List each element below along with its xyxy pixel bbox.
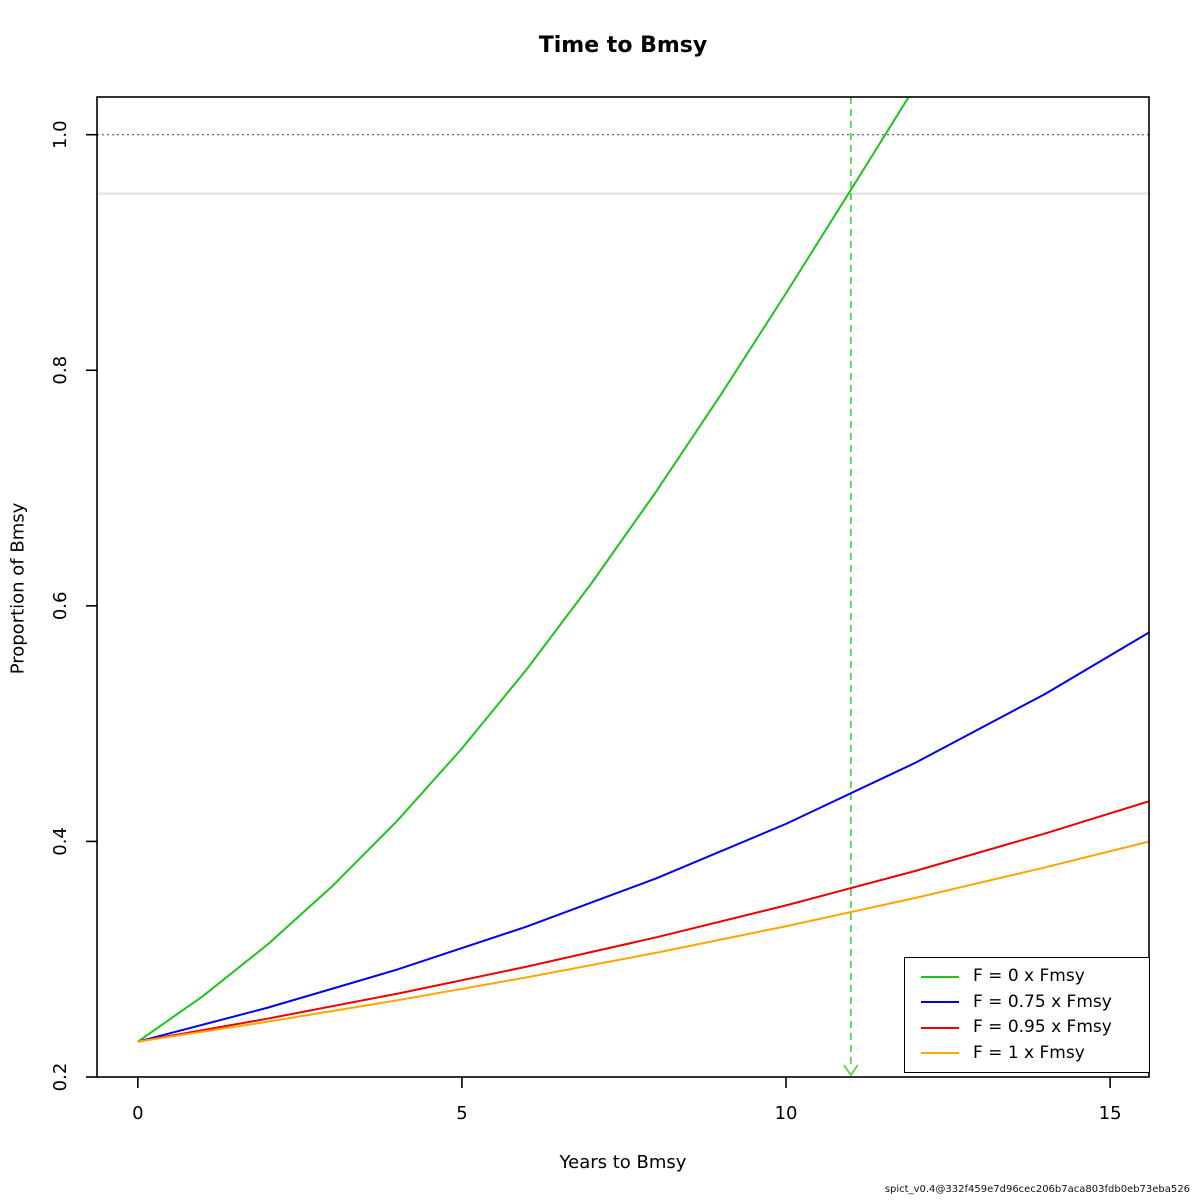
x-tick-label: 10: [775, 1103, 798, 1124]
legend-label: F = 0 x Fmsy: [973, 966, 1085, 987]
y-tick-label: 0.2: [50, 1063, 71, 1092]
legend-line-swatch: [921, 1052, 959, 1055]
down-arrow-icon: [843, 1064, 859, 1077]
x-axis-label: Years to Bmsy: [559, 1152, 687, 1173]
legend-label: F = 1 x Fmsy: [973, 1042, 1085, 1063]
legend-line-swatch: [921, 975, 959, 978]
legend-label: F = 0.95 x Fmsy: [973, 1017, 1112, 1038]
legend-entry: F = 0.95 x Fmsy: [921, 1019, 1149, 1036]
plot-box: [96, 96, 1150, 1078]
y-tick-label: 1.0: [50, 120, 71, 149]
chart-title: Time to Bmsy: [538, 33, 708, 58]
version-footer: spict_v0.4@332f459e7d96cec206b7aca803fdb…: [884, 1184, 1190, 1195]
x-tick-label: 5: [456, 1103, 467, 1124]
series-line-f-0.95-x-fmsy: [137, 800, 1149, 1043]
x-tick-label: 15: [1099, 1103, 1122, 1124]
legend-entry: F = 0.75 x Fmsy: [921, 991, 1149, 1012]
legend-entry: F = 0 x Fmsy: [921, 968, 1149, 985]
y-tick-label: 0.6: [50, 592, 71, 621]
y-tick-label: 0.4: [50, 827, 71, 856]
y-axis-label: Proportion of Bmsy: [7, 502, 29, 675]
legend-box: F = 0 x Fmsy F = 0.75 x Fmsy F = 0.95 x Fm…: [904, 957, 1150, 1073]
series-line-f-0-x-fmsy: [137, 97, 910, 1043]
legend-line-swatch: [921, 1001, 959, 1004]
x-tick-label: 0: [132, 1103, 143, 1124]
legend-line-swatch: [921, 1026, 959, 1029]
legend-label: F = 0.75 x Fmsy: [973, 991, 1112, 1012]
legend-entry: F = 1 x Fmsy: [921, 1042, 1149, 1063]
series-line-f-0.75-x-fmsy: [137, 631, 1149, 1043]
y-tick-label: 0.8: [50, 356, 71, 385]
series-line-f-1-x-fmsy: [137, 840, 1149, 1043]
